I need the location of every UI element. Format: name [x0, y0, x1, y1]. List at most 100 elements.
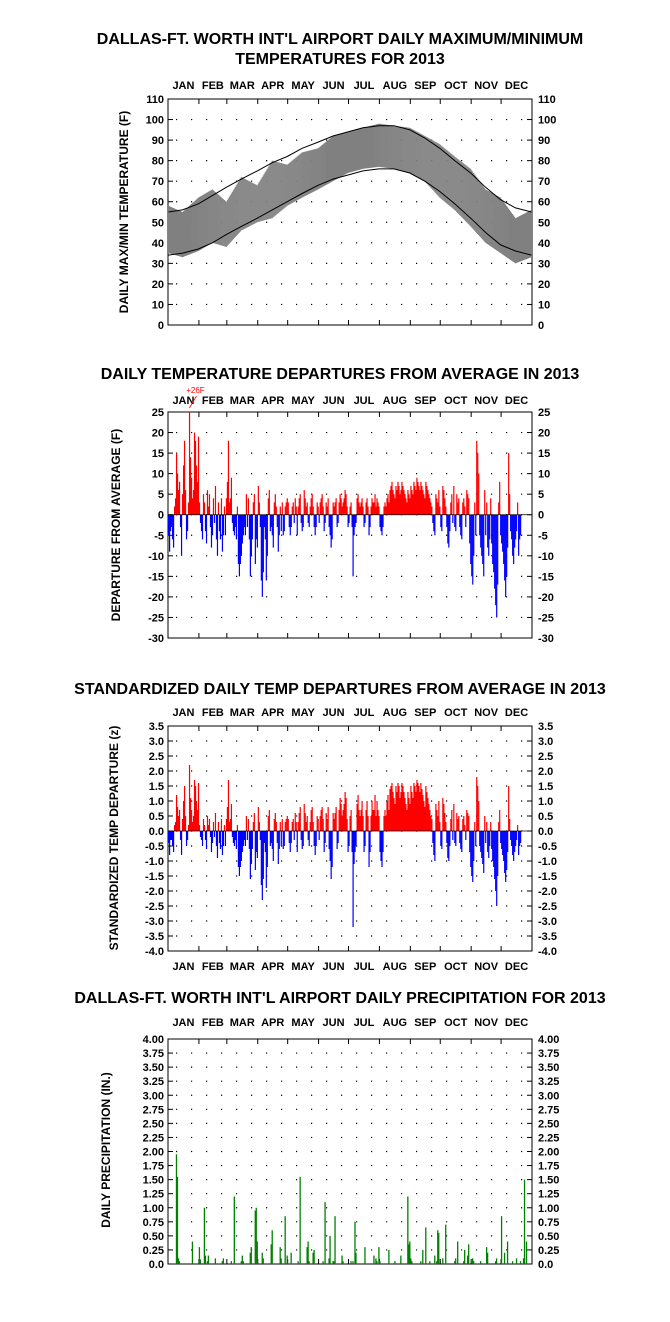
negative-departure-bar	[169, 831, 172, 840]
positive-departure-bar	[377, 502, 379, 515]
y-tick-label-left: 3.75	[143, 1048, 164, 1060]
month-label: AUG	[383, 707, 407, 719]
negative-departure-bar	[260, 831, 262, 885]
negative-departure-bar	[259, 831, 261, 840]
month-label: MAR	[230, 80, 255, 92]
temp-departure-chart: JAN FEB MAR APR MAY JUN JUL AUG SEP OCT NOV DEC -30 -…	[148, 386, 554, 645]
positive-departure-bar	[421, 485, 423, 515]
positive-departure-bar	[197, 783, 200, 831]
negative-departure-bar	[232, 831, 235, 843]
positive-departure-bar	[374, 494, 376, 515]
positive-departure-bar	[319, 816, 321, 831]
month-label-bottom: AUG	[383, 961, 407, 973]
positive-departure-bar	[194, 786, 197, 831]
negative-departure-bar	[242, 831, 244, 846]
y-tick-label-left: 1.00	[143, 1203, 164, 1215]
positive-departure-bar	[366, 801, 368, 831]
negative-departure-bar	[495, 514, 497, 606]
negative-departure-bar	[449, 831, 451, 846]
positive-departure-bar	[320, 498, 322, 515]
negative-departure-bar	[382, 514, 384, 528]
positive-departure-bar	[188, 412, 191, 515]
positive-departure-bar	[378, 506, 380, 515]
negative-departure-bar	[351, 514, 353, 528]
y-tick-label-left: 10	[152, 299, 164, 311]
negative-departure-bar	[455, 514, 457, 532]
negative-departure-bar	[249, 831, 251, 879]
positive-departure-bar	[437, 502, 439, 515]
positive-departure-bar	[333, 506, 335, 515]
negative-departure-bar	[472, 514, 474, 585]
y-tick-label-right: 110	[538, 94, 556, 106]
negative-departure-bar	[216, 831, 219, 858]
positive-departure-bar	[410, 485, 412, 515]
negative-departure-bar	[271, 831, 273, 849]
negative-departure-bar	[454, 831, 456, 843]
positive-departure-bar	[297, 506, 299, 515]
negative-departure-bar	[250, 831, 252, 864]
negative-departure-bar	[380, 831, 382, 861]
positive-departure-bar	[371, 498, 373, 515]
negative-departure-bar	[270, 831, 272, 843]
negative-departure-bar	[433, 514, 435, 532]
positive-departure-bar	[284, 506, 286, 515]
positive-departure-bar	[361, 498, 363, 515]
month-label-bottom: NOV	[474, 961, 499, 973]
positive-departure-bar	[402, 786, 404, 831]
y-tick-label-left: 0	[158, 510, 164, 522]
y-tick-label-right: 2.00	[538, 1147, 559, 1159]
positive-departure-bar	[327, 807, 329, 831]
positive-departure-bar	[430, 816, 432, 831]
negative-departure-bar	[448, 514, 450, 548]
y-tick-label-right: 2.50	[538, 1118, 559, 1130]
precip-chart-ylabel: DAILY PRECIPITATION (IN.)	[99, 1072, 113, 1228]
month-label: MAY	[291, 80, 315, 92]
positive-departure-bar	[450, 502, 452, 515]
positive-departure-bar	[344, 792, 346, 831]
y-tick-label-left: 15	[152, 448, 164, 460]
month-label: FEB	[202, 395, 224, 407]
negative-departure-bar	[511, 831, 513, 846]
positive-departure-bar	[230, 804, 233, 831]
negative-departure-bar	[503, 514, 505, 565]
departure-chart-ylabel: DEPARTURE FROM AVERAGE (F)	[109, 429, 123, 621]
positive-departure-bar	[474, 502, 476, 515]
y-tick-label-right: 0	[538, 510, 544, 522]
negative-departure-bar	[441, 514, 443, 532]
positive-departure-bar	[445, 822, 447, 831]
positive-departure-bar	[468, 498, 470, 515]
positive-departure-bar	[357, 795, 359, 831]
normal-min-curve	[168, 168, 532, 256]
positive-departure-bar	[372, 502, 374, 515]
negative-departure-bar	[331, 514, 333, 540]
y-tick-label-left: 20	[152, 428, 164, 440]
positive-departure-bar	[178, 810, 181, 831]
positive-departure-bar	[208, 819, 211, 831]
negative-departure-bar	[172, 831, 175, 852]
negative-departure-bar	[469, 831, 471, 852]
negative-departure-bar	[480, 514, 482, 548]
y-tick-label-right: 30	[538, 258, 550, 270]
negative-departure-bar	[221, 514, 224, 552]
positive-departure-bar	[390, 485, 392, 515]
negative-departure-bar	[469, 514, 471, 544]
month-label: APR	[261, 80, 284, 92]
positive-departure-bar	[279, 506, 281, 515]
negative-departure-bar	[494, 831, 496, 879]
positive-departure-bar	[174, 822, 177, 831]
positive-departure-bar	[464, 506, 466, 515]
positive-departure-bar	[173, 506, 176, 515]
y-tick-label-left: 1.0	[149, 796, 164, 808]
positive-departure-bar	[281, 819, 283, 831]
positive-departure-bar	[423, 494, 425, 515]
y-tick-label-left: 40	[152, 238, 164, 250]
positive-departure-bar	[463, 498, 465, 515]
month-label: DEC	[505, 80, 528, 92]
negative-departure-bar	[330, 831, 332, 879]
positive-departure-bar	[385, 816, 387, 831]
month-label: AUG	[383, 1017, 407, 1029]
positive-departure-bar	[405, 498, 407, 515]
negative-departure-bar	[323, 514, 325, 532]
positive-departure-bar	[203, 825, 206, 831]
negative-departure-bar	[460, 514, 462, 536]
